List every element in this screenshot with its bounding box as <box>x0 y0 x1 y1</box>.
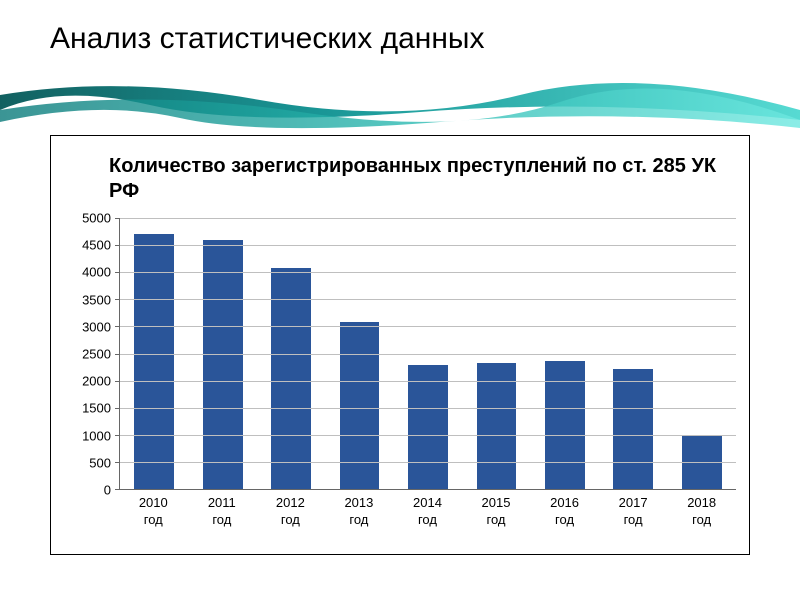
y-tick-label: 4000 <box>82 265 111 280</box>
y-tick-label: 1500 <box>82 401 111 416</box>
x-label: 2010 год <box>119 490 188 536</box>
y-tick-label: 0 <box>104 483 111 498</box>
x-label: 2011 год <box>188 490 257 536</box>
y-tick-mark <box>115 272 120 273</box>
y-tick-label: 4500 <box>82 238 111 253</box>
y-tick-label: 5000 <box>82 211 111 226</box>
slide-title: Анализ статистических данных <box>50 22 484 56</box>
y-tick-mark <box>115 381 120 382</box>
x-label: 2014 год <box>393 490 462 536</box>
y-tick-label: 3000 <box>82 319 111 334</box>
y-tick-label: 2500 <box>82 347 111 362</box>
y-tick-mark <box>115 299 120 300</box>
grid-line <box>120 381 736 382</box>
y-tick-label: 500 <box>89 455 111 470</box>
y-tick-mark <box>115 245 120 246</box>
y-tick-label: 2000 <box>82 374 111 389</box>
y-axis: 0500100015002000250030003500400045005000 <box>71 218 119 490</box>
x-label: 2012 год <box>256 490 325 536</box>
grid-line <box>120 462 736 463</box>
y-tick-mark <box>115 354 120 355</box>
x-label: 2016 год <box>530 490 599 536</box>
grid-line <box>120 326 736 327</box>
x-label: 2015 год <box>462 490 531 536</box>
x-label: 2013 год <box>325 490 394 536</box>
bar <box>477 363 517 489</box>
x-labels: 2010 год2011 год2012 год2013 год2014 год… <box>119 490 736 536</box>
grid-line <box>120 272 736 273</box>
x-label: 2017 год <box>599 490 668 536</box>
chart-area: 0500100015002000250030003500400045005000… <box>71 218 736 536</box>
y-tick-mark <box>115 218 120 219</box>
chart-container: Количество зарегистрированных преступлен… <box>50 135 750 555</box>
x-label: 2018 год <box>667 490 736 536</box>
grid-line <box>120 408 736 409</box>
bar <box>408 365 448 489</box>
y-tick-label: 1000 <box>82 428 111 443</box>
chart-title: Количество зарегистрированных преступлен… <box>109 154 737 204</box>
y-tick-label: 3500 <box>82 292 111 307</box>
grid-line <box>120 435 736 436</box>
grid-line <box>120 245 736 246</box>
bar <box>271 268 311 489</box>
grid-line <box>120 299 736 300</box>
bar <box>203 240 243 489</box>
y-tick-mark <box>115 408 120 409</box>
grid-line <box>120 218 736 219</box>
bar <box>340 322 380 489</box>
plot-area <box>119 218 736 490</box>
bar <box>613 369 653 489</box>
y-tick-mark <box>115 326 120 327</box>
y-tick-mark <box>115 462 120 463</box>
wave-decoration <box>0 70 800 140</box>
y-tick-mark <box>115 435 120 436</box>
grid-line <box>120 354 736 355</box>
